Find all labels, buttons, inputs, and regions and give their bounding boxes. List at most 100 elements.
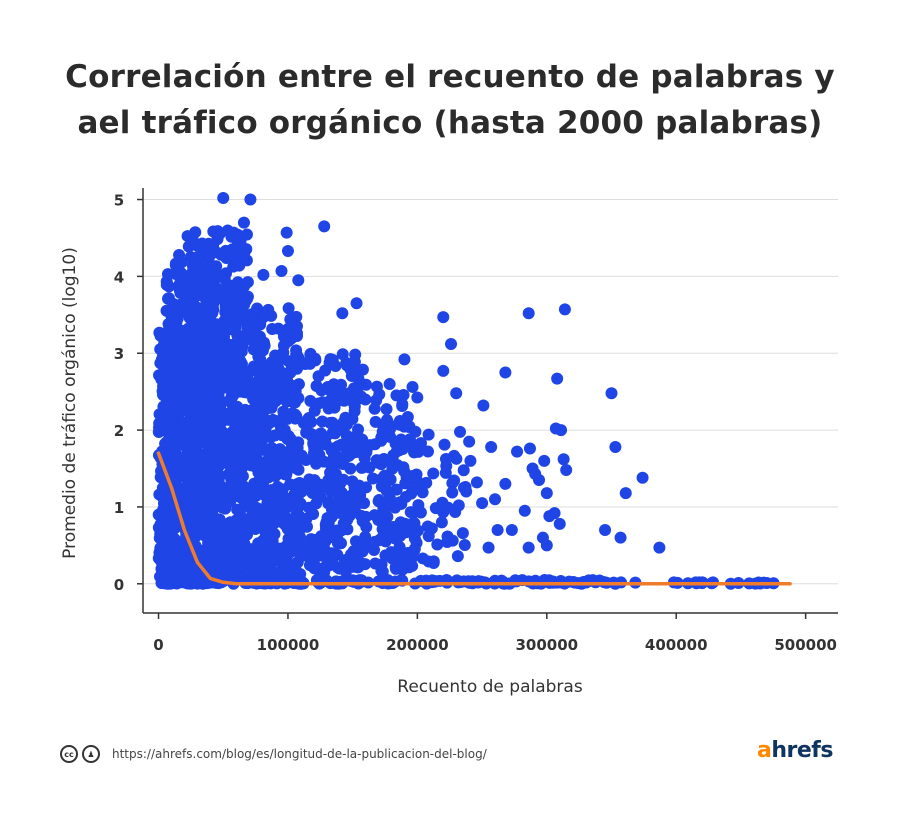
scatter-point [358, 452, 371, 465]
scatter-point [159, 490, 172, 503]
scatter-point [325, 464, 338, 477]
scatter-point [296, 485, 309, 498]
scatter-point [333, 562, 346, 575]
scatter-point [181, 416, 194, 429]
scatter-point [454, 425, 467, 438]
scatter-point [560, 464, 573, 477]
scatter-point [289, 396, 302, 409]
scatter-point [431, 538, 444, 551]
scatter-point [190, 251, 203, 264]
scatter-point [383, 378, 396, 391]
scatter-point [183, 482, 196, 495]
x-tick-label-100000: 100000 [257, 636, 320, 654]
scatter-point [183, 562, 196, 575]
scatter-point [237, 486, 250, 499]
scatter-point [221, 302, 234, 315]
y-tick-label-2: 2 [114, 422, 124, 440]
scatter-point [196, 354, 209, 367]
scatter-point [300, 520, 313, 533]
scatter-point [327, 451, 340, 464]
scatter-point [193, 239, 206, 252]
scatter-point [523, 442, 536, 455]
scatter-point [485, 440, 498, 453]
scatter-point [249, 378, 262, 391]
scatter-point [303, 354, 316, 367]
scatter-point [476, 497, 489, 510]
scatter-point [244, 193, 257, 206]
scatter-point [499, 366, 512, 379]
scatter-point [442, 501, 455, 514]
scatter-point [491, 523, 504, 536]
scatter-point [241, 528, 254, 541]
scatter-point [368, 402, 381, 415]
scatter-point [257, 268, 270, 281]
scatter-point [269, 349, 282, 362]
scatter-point [217, 293, 230, 306]
scatter-point [473, 575, 486, 588]
scatter-point [182, 404, 195, 417]
x-tick-label-500000: 500000 [774, 636, 837, 654]
scatter-point [221, 224, 234, 237]
scatter-point [435, 516, 448, 529]
scatter-point [307, 508, 320, 521]
ahrefs-logo[interactable]: ahrefs [757, 738, 833, 763]
scatter-point [356, 363, 369, 376]
scatter-point [636, 471, 649, 484]
scatter-point [345, 370, 358, 383]
scatter-point [341, 513, 354, 526]
scatter-point [266, 413, 279, 426]
scatter-point [245, 497, 258, 510]
scatter-point [228, 422, 241, 435]
scatter-point [217, 485, 230, 498]
scatter-point [220, 451, 233, 464]
scatter-point [258, 339, 271, 352]
scatter-point [379, 549, 392, 562]
scatter-point [187, 362, 200, 375]
scatter-point [511, 445, 524, 458]
scatter-point [270, 384, 283, 397]
scatter-point [380, 501, 393, 514]
scatter-point [230, 514, 243, 527]
scatter-point [322, 517, 335, 530]
scatter-point [324, 416, 337, 429]
scatter-point [165, 368, 178, 381]
scatter-point [249, 419, 262, 432]
x-tick-label-0: 0 [153, 636, 163, 654]
scatter-point [258, 310, 271, 323]
scatter-point [278, 424, 291, 437]
scatter-point [192, 402, 205, 415]
scatter-point [265, 557, 278, 570]
y-tick-label-5: 5 [114, 192, 124, 210]
scatter-point [605, 387, 618, 400]
scatter-point [358, 497, 371, 510]
scatter-point [268, 484, 281, 497]
scatter-point [390, 389, 403, 402]
scatter-point [346, 475, 359, 488]
scatter-point [360, 378, 373, 391]
source-url[interactable]: https://ahrefs.com/blog/es/longitud-de-l… [112, 747, 487, 761]
scatter-point [277, 374, 290, 387]
scatter-point [312, 397, 325, 410]
scatter-point [289, 412, 302, 425]
scatter-point [450, 387, 463, 400]
scatter-point [219, 440, 232, 453]
scatter-point [349, 348, 362, 361]
scatter-point [234, 563, 247, 576]
scatter-point [192, 492, 205, 505]
scatter-point [437, 364, 450, 377]
scatter-point [163, 528, 176, 541]
scatter-point [231, 400, 244, 413]
scatter-point [398, 353, 411, 366]
y-tick-label-3: 3 [114, 345, 124, 363]
scatter-point [397, 461, 410, 474]
scatter-point [279, 556, 292, 569]
scatter-point [329, 360, 342, 373]
scatter-point [179, 491, 192, 504]
scatter-point [216, 425, 229, 438]
scatter-point [348, 438, 361, 451]
scatter-point [212, 496, 225, 509]
scatter-point [234, 355, 247, 368]
tick-labels: 0 1 2 3 4 5 0 100000 200000 300000 400000 500000 [114, 192, 837, 654]
scatter-point [227, 389, 240, 402]
